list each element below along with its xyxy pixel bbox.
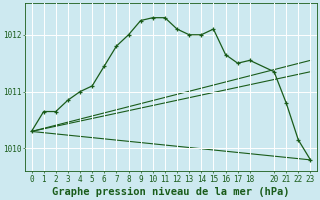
X-axis label: Graphe pression niveau de la mer (hPa): Graphe pression niveau de la mer (hPa) [52,186,290,197]
